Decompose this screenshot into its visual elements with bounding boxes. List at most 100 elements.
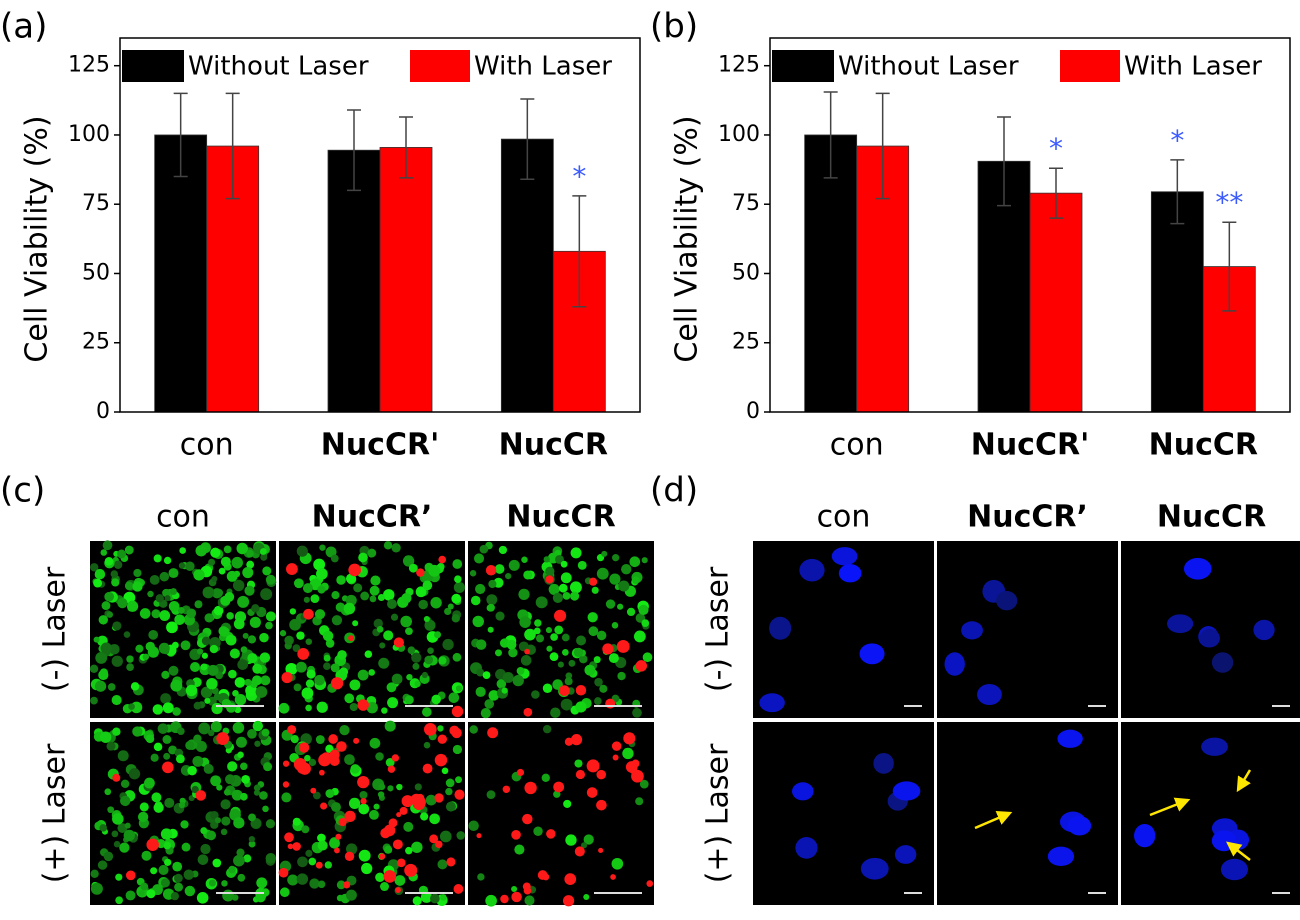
- cell-dot: [117, 598, 128, 609]
- cell-dot: [373, 803, 380, 810]
- cell-dot: [343, 881, 351, 889]
- cell-dot: [423, 723, 437, 736]
- cell-dot: [164, 858, 172, 866]
- cell-dot: [265, 611, 276, 622]
- cell-dot: [204, 697, 211, 704]
- cell-dot: [391, 754, 400, 762]
- cell-dot: [112, 773, 121, 782]
- cell-dot: [179, 547, 187, 554]
- cell-dot: [195, 545, 207, 557]
- cell-dot: [596, 567, 609, 580]
- cell-dot: [237, 659, 249, 670]
- cell-dot: [577, 560, 587, 570]
- cell-dot: [175, 754, 185, 764]
- cell-dot: [233, 854, 245, 867]
- cell-dot: [281, 792, 292, 803]
- cell-dot: [329, 837, 340, 849]
- cell-dot: [241, 774, 251, 784]
- cell-dot: [591, 586, 599, 594]
- cell-dot: [151, 792, 162, 803]
- cell-dot: [535, 596, 548, 609]
- cell-dot: [387, 785, 394, 792]
- cell-dot: [420, 812, 429, 821]
- cell-dot: [375, 872, 385, 883]
- cell-dot: [139, 608, 151, 619]
- cell-dot: [196, 892, 209, 904]
- cell-dot: [609, 573, 621, 585]
- cell-dot: [115, 896, 124, 905]
- cell-dot: [639, 779, 649, 789]
- cell-dot: [545, 575, 554, 584]
- cell-dot: [164, 797, 175, 808]
- cell-dot: [247, 653, 258, 664]
- cell-dot: [153, 742, 163, 752]
- cell-dot: [132, 726, 143, 737]
- cell-dot: [617, 603, 624, 610]
- cell-dot: [296, 545, 308, 557]
- cell-dot: [399, 806, 408, 815]
- y-tick-label: 0: [96, 399, 110, 424]
- cell-dot: [99, 668, 108, 677]
- panel-label: (b): [650, 7, 698, 47]
- cell-dot: [259, 632, 269, 643]
- cell-dot: [524, 895, 535, 906]
- cell-dot: [210, 775, 222, 787]
- cell-dot: [220, 556, 231, 567]
- panel-label: (a): [0, 7, 47, 47]
- cell-dot: [395, 887, 401, 893]
- cell-dot: [168, 568, 179, 579]
- cell-dot: [431, 694, 441, 705]
- cell-dot: [228, 669, 237, 679]
- cell-dot: [209, 644, 219, 654]
- cell-dot: [208, 558, 216, 566]
- cell-dot: [305, 638, 313, 645]
- cell-dot: [494, 564, 505, 574]
- cell-dot: [550, 707, 561, 718]
- cell-dot: [455, 776, 462, 784]
- cell-dot: [444, 607, 452, 616]
- cell-dot: [240, 762, 248, 771]
- error-bar: [173, 92, 188, 178]
- cell-dot: [511, 891, 522, 903]
- cell-dot: [260, 588, 273, 601]
- cell-dot: [470, 595, 481, 606]
- y-tick-label: 75: [732, 191, 760, 216]
- cell-dot: [192, 755, 204, 767]
- cell-dot: [331, 615, 343, 626]
- cell-dot: [439, 830, 452, 843]
- cell-dot: [282, 781, 290, 788]
- cell-dot: [574, 846, 585, 857]
- cell-dot: [361, 862, 373, 875]
- cell-dot: [404, 695, 414, 705]
- cell-dot: [641, 557, 648, 564]
- cell-dot: [120, 795, 131, 807]
- cell-dot: [123, 631, 131, 638]
- cell-dot: [174, 614, 185, 625]
- cell-dot: [260, 553, 268, 561]
- cell-dot: [93, 636, 100, 643]
- cell-dot: [404, 863, 418, 877]
- cell-dot: [213, 605, 224, 616]
- nucleus: [961, 621, 983, 640]
- cell-dot: [378, 783, 386, 791]
- cell-dot: [109, 643, 120, 655]
- cell-dot: [325, 789, 335, 798]
- cell-dot: [315, 568, 328, 580]
- cell-dot: [162, 702, 174, 714]
- nucleus: [1057, 729, 1083, 748]
- cell-dot: [184, 885, 196, 897]
- nucleus: [894, 845, 917, 864]
- cell-dot: [196, 648, 204, 655]
- cell-dot: [244, 585, 255, 596]
- cell-dot: [112, 727, 121, 736]
- nucleus: [795, 837, 818, 859]
- cell-dot: [391, 543, 401, 553]
- cell-dot: [369, 809, 379, 820]
- cell-dot: [90, 563, 99, 572]
- cell-dot: [494, 649, 502, 657]
- cell-dot: [111, 655, 123, 667]
- cell-dot: [594, 697, 602, 705]
- cell-dot: [149, 574, 160, 585]
- cell-dot: [248, 636, 256, 643]
